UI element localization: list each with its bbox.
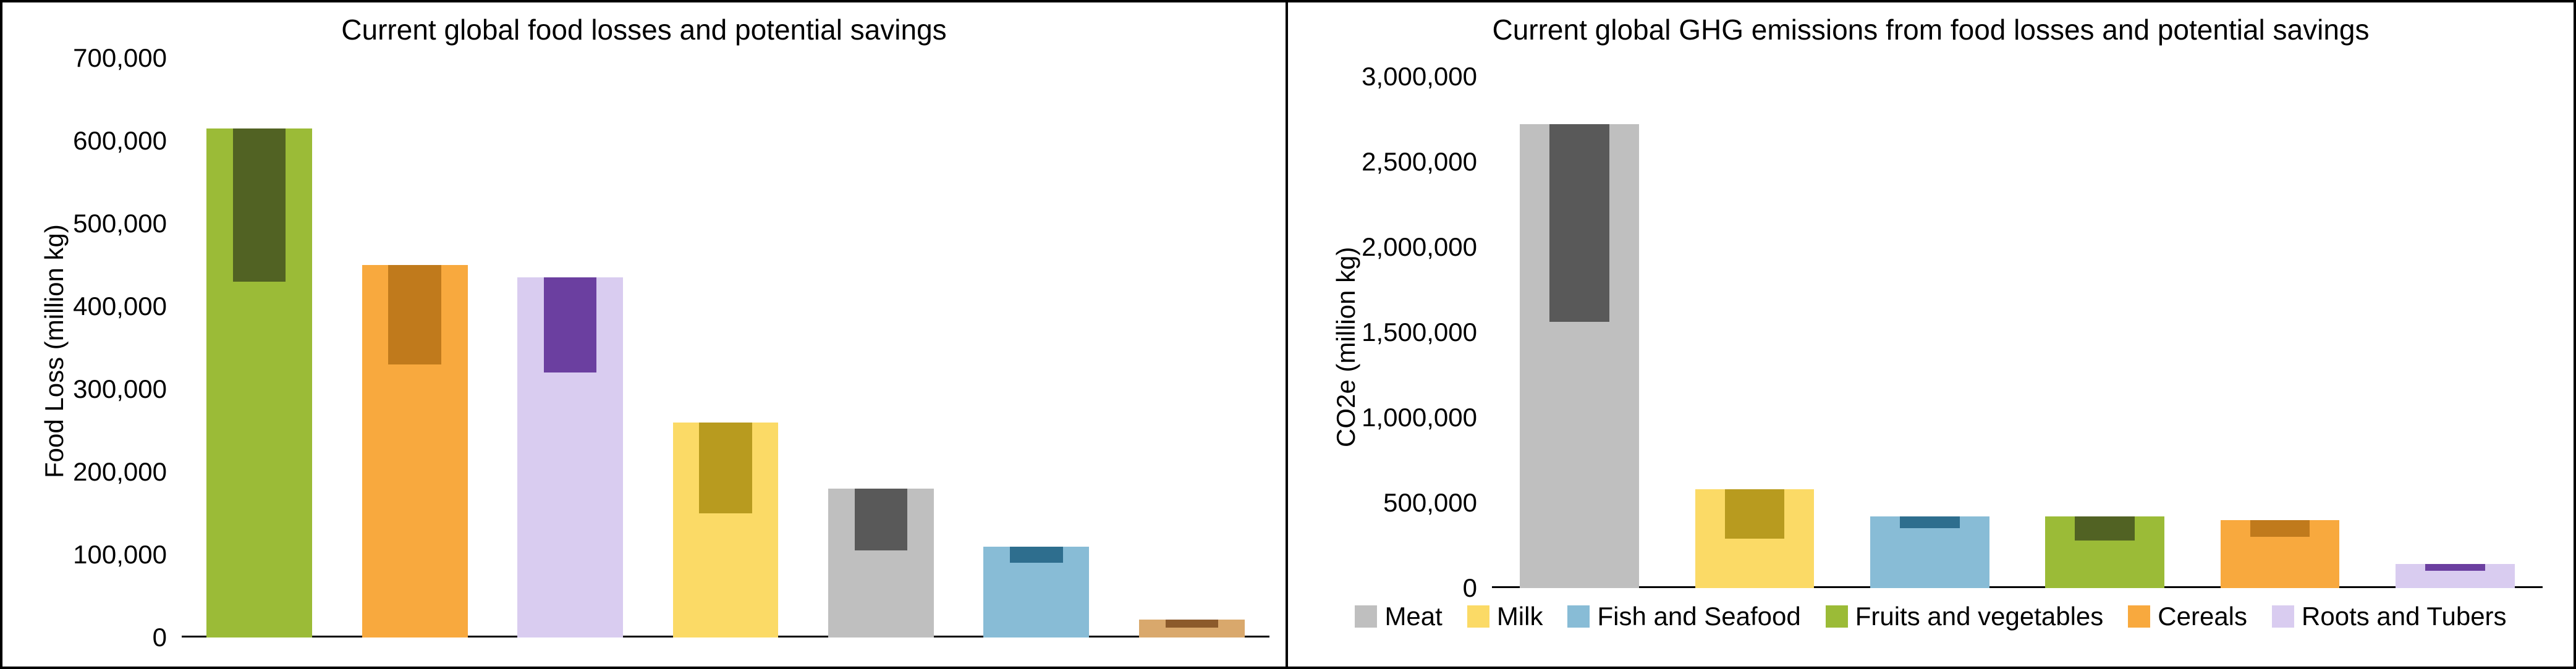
legend-swatch <box>1355 605 1377 628</box>
legend-label: Milk <box>1497 602 1543 631</box>
legend-swatch <box>1467 605 1489 628</box>
right-chart-ylabel: CO2e (million kg) <box>1331 247 1361 447</box>
ytick-label: 500,000 <box>1383 488 1477 518</box>
bar-inner <box>1725 489 1784 539</box>
bar-meat <box>828 58 934 637</box>
bar-roots_tubers <box>2396 77 2515 588</box>
bar-inner <box>1549 124 1609 322</box>
right-panel: Current global GHG emissions from food l… <box>1288 0 2576 669</box>
x-axis-line <box>1492 586 2543 588</box>
left-panel: Current global food losses and potential… <box>0 0 1288 669</box>
legend: Meat Milk Fish and Seafood Fruits and veget… <box>1288 602 2574 631</box>
bar-milk <box>673 58 779 637</box>
legend-label: Fish and Seafood <box>1597 602 1800 631</box>
bar-meat <box>1520 77 1639 588</box>
legend-label: Cereals <box>2158 602 2247 631</box>
legend-swatch <box>2272 605 2294 628</box>
bar-inner <box>2425 564 2485 571</box>
bar-inner <box>2250 520 2310 537</box>
bar-inner <box>233 128 286 282</box>
legend-item-cereals: Cereals <box>2128 602 2247 631</box>
legend-label: Meat <box>1384 602 1442 631</box>
bar-milk <box>1695 77 1815 588</box>
bar-oilseeds <box>1139 58 1245 637</box>
figure: Current global food losses and potential… <box>0 0 2576 669</box>
legend-label: Roots and Tubers <box>2302 602 2507 631</box>
bar-inner <box>2075 516 2134 541</box>
bar-inner <box>855 489 908 551</box>
legend-swatch <box>1826 605 1848 628</box>
ytick-label: 2,000,000 <box>1362 232 1477 262</box>
ytick-label: 600,000 <box>73 126 167 156</box>
legend-item-roots_tubers: Roots and Tubers <box>2272 602 2507 631</box>
ytick-label: 200,000 <box>73 457 167 487</box>
ytick-label: 500,000 <box>73 209 167 238</box>
legend-item-milk: Milk <box>1467 602 1543 631</box>
bar-fish_seafood <box>1870 77 1989 588</box>
right-chart-plot: 0500,0001,000,0001,500,0002,000,0002,500… <box>1492 77 2543 588</box>
bar-inner <box>1010 547 1063 563</box>
legend-label: Fruits and vegetables <box>1855 602 2104 631</box>
ytick-label: 1,000,000 <box>1362 403 1477 432</box>
bar-inner <box>699 423 752 513</box>
bar-fish_seafood <box>983 58 1089 637</box>
ytick-label: 400,000 <box>73 292 167 321</box>
bar-fruits_veg <box>2045 77 2164 588</box>
left-chart-title: Current global food losses and potential… <box>2 14 1286 46</box>
legend-swatch <box>2128 605 2150 628</box>
ytick-label: 700,000 <box>73 43 167 73</box>
ytick-label: 2,500,000 <box>1362 147 1477 177</box>
legend-item-meat: Meat <box>1355 602 1442 631</box>
legend-swatch <box>1567 605 1590 628</box>
legend-item-fruits_veg: Fruits and vegetables <box>1826 602 2104 631</box>
bar-inner <box>388 265 441 364</box>
bar-cereals <box>2221 77 2340 588</box>
left-chart-plot: 0100,000200,000300,000400,000500,000600,… <box>182 58 1269 637</box>
right-chart-title: Current global GHG emissions from food l… <box>1288 14 2574 46</box>
ytick-label: 0 <box>153 623 167 652</box>
bar-inner <box>1166 620 1219 628</box>
bar-cereals <box>362 58 468 637</box>
ytick-label: 3,000,000 <box>1362 62 1477 91</box>
bar-fruits_veg <box>206 58 312 637</box>
ytick-label: 0 <box>1463 573 1477 603</box>
legend-item-fish_seafood: Fish and Seafood <box>1567 602 1800 631</box>
bar-inner <box>544 277 597 372</box>
ytick-label: 300,000 <box>73 374 167 404</box>
ytick-label: 100,000 <box>73 540 167 570</box>
left-chart-ylabel: Food Loss (million kg) <box>40 224 69 478</box>
bar-roots_tubers <box>517 58 623 637</box>
ytick-label: 1,500,000 <box>1362 318 1477 347</box>
bar-inner <box>1900 516 1959 528</box>
